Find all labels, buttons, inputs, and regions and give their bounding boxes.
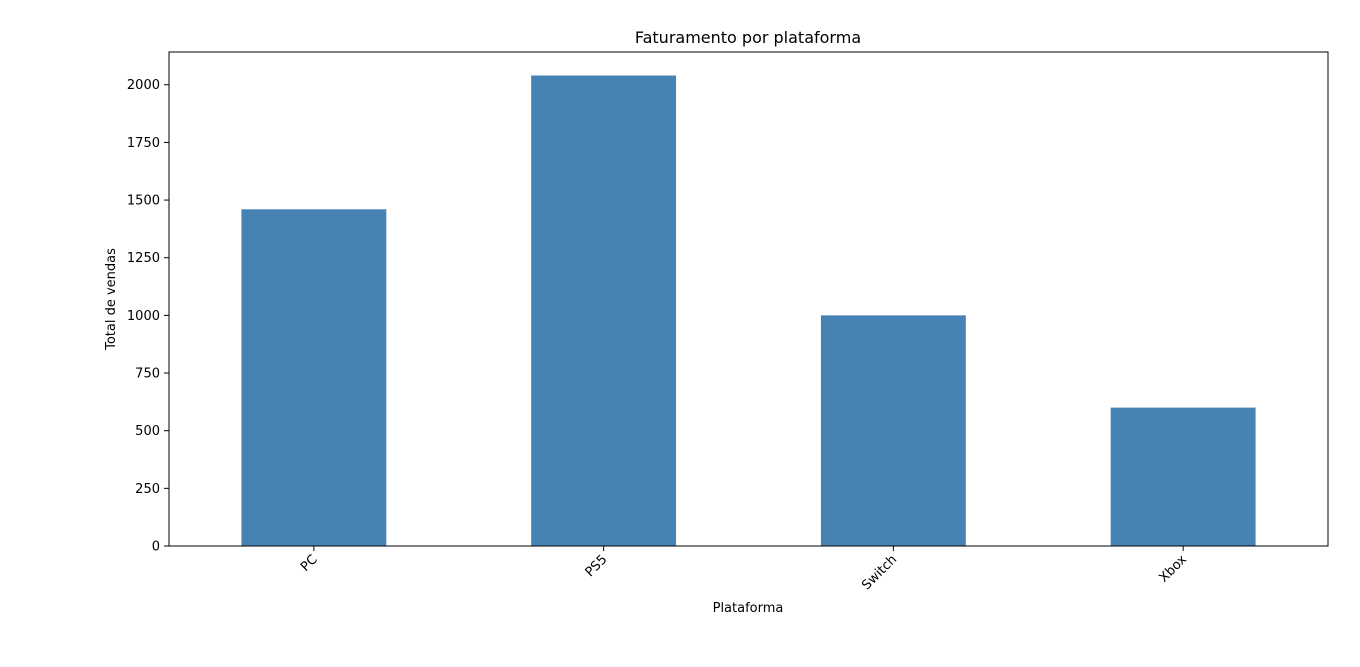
y-tick-label: 750 bbox=[135, 367, 160, 382]
chart-title: Faturamento por plataforma bbox=[635, 28, 861, 47]
bars-layer bbox=[241, 75, 1256, 547]
plot-frame bbox=[168, 51, 1329, 547]
y-tick-label: 1250 bbox=[127, 251, 160, 266]
bar-xbox bbox=[1110, 407, 1256, 546]
y-tick-label: 1000 bbox=[127, 309, 160, 324]
y-axis-label: Total de vendas bbox=[104, 248, 119, 351]
y-tick-label: 1750 bbox=[127, 136, 160, 151]
y-tick-label: 250 bbox=[135, 482, 160, 497]
y-tick-label: 0 bbox=[152, 540, 160, 555]
y-tick-label: 2000 bbox=[127, 78, 160, 93]
y-tick-label: 500 bbox=[135, 424, 160, 439]
bar-pc bbox=[241, 209, 387, 547]
bar-switch bbox=[820, 315, 966, 546]
y-tick-label: 1500 bbox=[127, 194, 160, 209]
x-axis-label: Plataforma bbox=[713, 601, 784, 616]
bar-ps5 bbox=[531, 75, 677, 547]
